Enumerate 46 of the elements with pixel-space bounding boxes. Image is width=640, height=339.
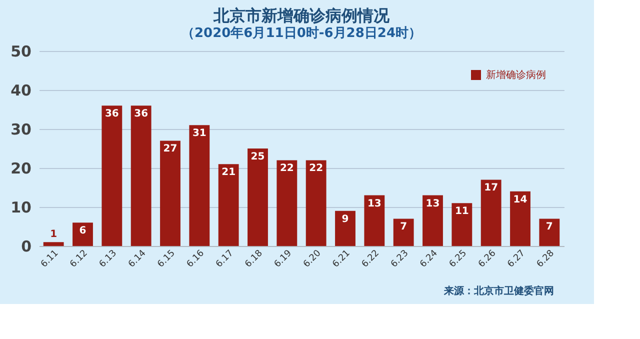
bar [130, 106, 152, 246]
bar [43, 242, 64, 246]
y-tick-label: 30 [10, 120, 32, 138]
data-label: 36 [104, 108, 119, 120]
bar [72, 222, 93, 246]
bar [276, 160, 298, 246]
y-tick-label: 20 [10, 160, 32, 178]
data-label: 14 [513, 194, 528, 206]
bar [539, 218, 560, 246]
bar [102, 106, 122, 246]
data-label: 31 [192, 128, 206, 140]
bar [306, 160, 326, 246]
bar [510, 191, 530, 246]
y-tick-label: 40 [10, 82, 32, 100]
bar [393, 218, 414, 246]
data-label: 22 [309, 163, 324, 174]
data-label: 21 [222, 167, 236, 178]
source-note: 来源：北京市卫健委官网 [443, 285, 554, 297]
data-label: 9 [342, 214, 349, 225]
bar [189, 125, 210, 246]
data-label: 7 [400, 222, 408, 233]
chart-title: 北京市新增确诊病例情况 [212, 6, 390, 25]
chart-subtitle: （2020年6月11日0时-6月28日24时） [182, 26, 422, 41]
bar [422, 195, 443, 246]
data-label: 25 [250, 152, 265, 162]
y-tick-label: 0 [21, 238, 32, 256]
data-label: 13 [367, 198, 382, 210]
data-label: 36 [134, 108, 148, 120]
legend-label: 新增确诊病例 [486, 69, 546, 81]
bar [364, 195, 385, 246]
bar [248, 148, 268, 246]
data-label: 11 [454, 206, 469, 218]
bar [160, 140, 180, 246]
bar [452, 203, 472, 246]
data-label: 27 [163, 144, 178, 155]
y-tick-label: 50 [10, 42, 32, 60]
bar [480, 180, 502, 246]
y-tick-label: 10 [10, 198, 32, 216]
bar [218, 164, 239, 246]
data-label: 1 [50, 229, 58, 240]
data-label: 22 [280, 163, 294, 174]
data-label: 6 [79, 226, 86, 237]
bar [335, 210, 356, 246]
data-label: 17 [484, 182, 498, 194]
data-label: 13 [426, 198, 440, 210]
data-label: 7 [546, 222, 553, 233]
